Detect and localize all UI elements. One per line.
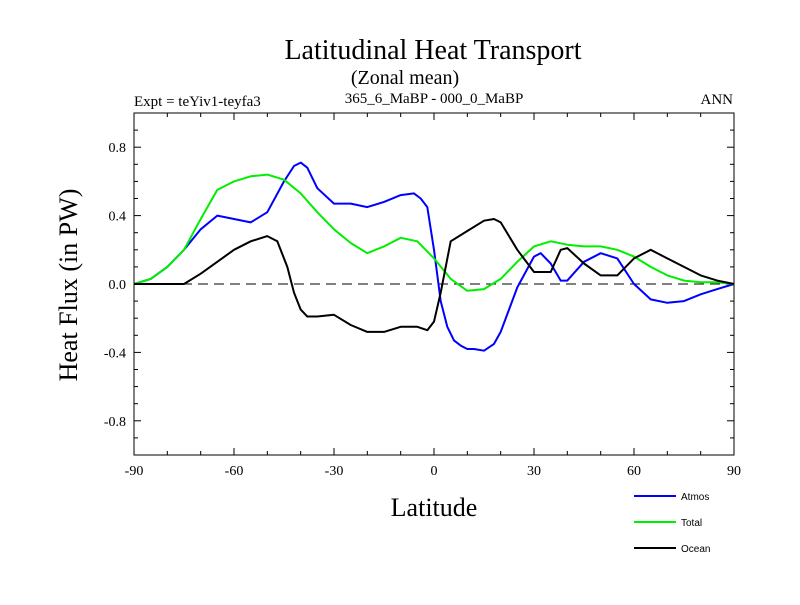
x-tick-label: -60: [225, 464, 244, 479]
y-tick-label: 0.4: [109, 210, 127, 225]
x-tick-label: 30: [527, 464, 541, 479]
experiment-label: Expt = teYiv1-teyfa3: [134, 94, 261, 110]
series-line-total: [133, 173, 735, 292]
chart-subtitle: (Zonal mean): [351, 67, 459, 89]
x-tick-label: 90: [727, 464, 741, 479]
y-tick-label: 0.8: [109, 141, 127, 156]
x-tick-label: 0: [431, 464, 438, 479]
x-tick-label: -90: [125, 464, 144, 479]
chart-title: Latitudinal Heat Transport: [284, 35, 581, 66]
legend-label-atmos: Atmos: [681, 492, 709, 503]
y-tick-label: 0.0: [109, 278, 127, 293]
series-line-atmos: [133, 161, 735, 352]
y-tick-label: -0.4: [104, 346, 126, 361]
y-tick-label: -0.8: [104, 415, 126, 430]
legend-label-ocean: Ocean: [681, 544, 710, 555]
y-axis-label: Heat Flux (in PW): [54, 189, 83, 382]
x-tick-label: 60: [627, 464, 641, 479]
season-label: ANN: [701, 92, 734, 108]
legend-label-total: Total: [681, 518, 702, 529]
x-axis-label: Latitude: [391, 493, 478, 522]
legend: Atmos Total Ocean: [634, 492, 710, 555]
series-line-ocean: [134, 218, 735, 333]
x-tick-label: -30: [325, 464, 344, 479]
comparison-label: 365_6_MaBP - 000_0_MaBP: [345, 91, 524, 107]
